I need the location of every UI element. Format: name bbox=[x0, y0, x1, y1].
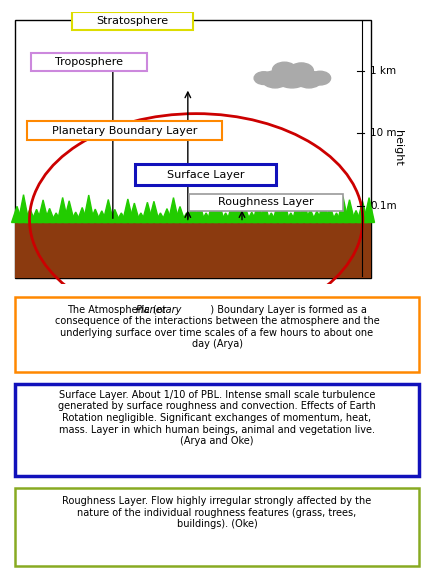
Circle shape bbox=[309, 71, 331, 85]
Polygon shape bbox=[227, 203, 237, 222]
Text: Roughness Layer: Roughness Layer bbox=[218, 197, 314, 207]
Polygon shape bbox=[135, 213, 146, 222]
Polygon shape bbox=[155, 213, 166, 222]
Polygon shape bbox=[247, 212, 257, 222]
Polygon shape bbox=[44, 208, 55, 222]
Circle shape bbox=[275, 66, 309, 88]
Polygon shape bbox=[77, 207, 88, 222]
Polygon shape bbox=[279, 201, 290, 222]
Polygon shape bbox=[174, 207, 185, 222]
Circle shape bbox=[262, 71, 288, 88]
Polygon shape bbox=[357, 201, 368, 222]
Polygon shape bbox=[286, 213, 296, 222]
Polygon shape bbox=[38, 200, 49, 222]
Text: The Atmospheric (or              ) Boundary Layer is formed as a
consequence of : The Atmospheric (or ) Boundary Layer is … bbox=[55, 305, 379, 350]
Polygon shape bbox=[161, 208, 172, 222]
FancyBboxPatch shape bbox=[15, 488, 419, 566]
Polygon shape bbox=[299, 199, 309, 222]
FancyBboxPatch shape bbox=[31, 53, 147, 71]
Text: Surface Layer: Surface Layer bbox=[167, 170, 244, 179]
Text: height: height bbox=[393, 130, 403, 166]
Text: 0.1m: 0.1m bbox=[370, 201, 397, 211]
Polygon shape bbox=[351, 211, 362, 222]
Polygon shape bbox=[70, 212, 81, 222]
FancyBboxPatch shape bbox=[189, 194, 343, 211]
Polygon shape bbox=[168, 197, 179, 222]
Polygon shape bbox=[83, 195, 94, 222]
Text: Roughness Layer. Flow highly irregular strongly affected by the
nature of the in: Roughness Layer. Flow highly irregular s… bbox=[62, 496, 372, 529]
FancyBboxPatch shape bbox=[15, 384, 419, 476]
Polygon shape bbox=[292, 203, 303, 222]
Polygon shape bbox=[129, 203, 140, 222]
Polygon shape bbox=[331, 213, 342, 222]
Polygon shape bbox=[214, 202, 224, 222]
Polygon shape bbox=[253, 201, 264, 222]
Polygon shape bbox=[64, 201, 75, 222]
Circle shape bbox=[296, 71, 322, 88]
Polygon shape bbox=[233, 195, 244, 222]
Polygon shape bbox=[266, 213, 277, 222]
Polygon shape bbox=[148, 201, 159, 222]
Polygon shape bbox=[142, 202, 153, 222]
Text: Planetary: Planetary bbox=[136, 305, 183, 314]
Circle shape bbox=[289, 63, 313, 79]
Polygon shape bbox=[194, 203, 205, 222]
Polygon shape bbox=[318, 197, 329, 222]
FancyBboxPatch shape bbox=[72, 12, 193, 30]
Polygon shape bbox=[57, 197, 68, 222]
Polygon shape bbox=[103, 200, 114, 222]
Polygon shape bbox=[96, 211, 107, 222]
Polygon shape bbox=[122, 199, 133, 222]
Text: 1 km: 1 km bbox=[370, 67, 396, 76]
Polygon shape bbox=[207, 201, 218, 222]
Polygon shape bbox=[201, 213, 211, 222]
Polygon shape bbox=[90, 209, 101, 222]
Polygon shape bbox=[12, 206, 23, 222]
Bar bbox=[15, 218, 371, 278]
Polygon shape bbox=[344, 200, 355, 222]
Polygon shape bbox=[181, 213, 192, 222]
Text: Stratosphere: Stratosphere bbox=[97, 16, 169, 26]
Polygon shape bbox=[325, 206, 335, 222]
Circle shape bbox=[254, 72, 273, 85]
Polygon shape bbox=[25, 209, 36, 222]
Polygon shape bbox=[338, 197, 349, 222]
FancyBboxPatch shape bbox=[135, 164, 276, 185]
Polygon shape bbox=[305, 210, 316, 222]
Polygon shape bbox=[109, 210, 120, 222]
Polygon shape bbox=[116, 213, 127, 222]
Polygon shape bbox=[31, 209, 42, 222]
Text: The Atmospheric (or ⁠⁠⁠⁠⁠⁠⁠⁠⁠⁠⁠⁠⁠⁠⁠⁠⁠⁠⁠⁠⁠⁠⁠⁠⁠⁠⁠) Boundary Layer is formed as a
c: The Atmospheric (or ⁠⁠⁠⁠⁠⁠⁠⁠⁠⁠⁠⁠⁠⁠⁠⁠⁠⁠⁠⁠… bbox=[55, 305, 379, 350]
Text: Troposphere: Troposphere bbox=[55, 57, 123, 67]
Polygon shape bbox=[187, 199, 198, 222]
Polygon shape bbox=[240, 207, 250, 222]
Circle shape bbox=[273, 62, 296, 78]
Polygon shape bbox=[18, 195, 29, 222]
Polygon shape bbox=[312, 211, 322, 222]
Polygon shape bbox=[220, 213, 231, 222]
Polygon shape bbox=[51, 213, 62, 222]
Text: Surface Layer. About 1/10 of PBL. Intense small scale turbulence
generated by su: Surface Layer. About 1/10 of PBL. Intens… bbox=[58, 390, 376, 446]
FancyBboxPatch shape bbox=[26, 121, 222, 140]
Text: 10 m: 10 m bbox=[370, 128, 397, 138]
Text: Planetary Boundary Layer: Planetary Boundary Layer bbox=[52, 126, 197, 135]
FancyBboxPatch shape bbox=[15, 297, 419, 372]
Bar bbox=[15, 20, 371, 278]
Polygon shape bbox=[273, 203, 283, 222]
Polygon shape bbox=[260, 204, 270, 222]
Polygon shape bbox=[364, 197, 375, 222]
